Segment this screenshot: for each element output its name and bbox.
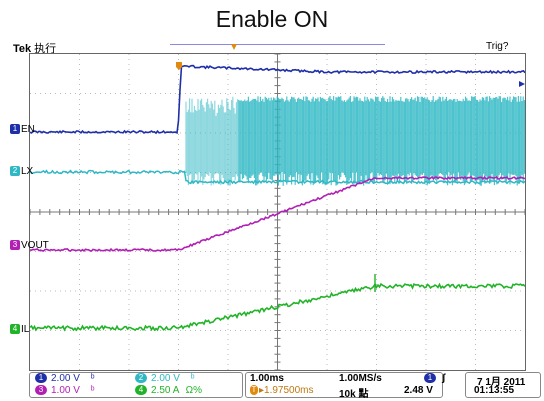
ch1-scale: 1 2.00 V ᵇ <box>35 373 94 384</box>
channel-1-icon: 1 <box>10 124 20 135</box>
ch4-badge-icon: 4 <box>135 385 147 396</box>
channel-1-label: EN <box>21 124 35 135</box>
channel-1-marker: 1 EN <box>10 124 35 135</box>
ch2-bw-icon: ᵇ <box>190 373 195 384</box>
trigger-offset-icon: T <box>250 385 258 396</box>
ch4-scale: 4 2.50 A Ω% <box>135 385 202 396</box>
trace-lx <box>30 169 525 185</box>
trigger-point-icon <box>176 62 182 70</box>
channel-3-marker: 3 VOUT <box>10 240 49 251</box>
channel-3-icon: 3 <box>10 240 20 251</box>
vertical-settings-box <box>29 372 243 398</box>
ch2-scale: 2 2.00 V ᵇ <box>135 373 194 384</box>
sample-rate: 1.00MS/s <box>339 373 382 384</box>
channel-2-marker: 2 LX <box>10 166 33 177</box>
status-bar: 1 2.00 V ᵇ 2 2.00 V ᵇ 3 1.00 V ᵇ 4 2.50 A Ω%… <box>29 372 541 400</box>
ch1-bw-icon: ᵇ <box>90 373 95 384</box>
date: 7 1月 2011 <box>477 377 526 388</box>
trigger-level-icon <box>519 81 525 87</box>
horizontal-settings-box <box>245 372 443 398</box>
trace-vout <box>30 175 525 252</box>
channel-2-icon: 2 <box>10 166 20 177</box>
trigger-position-icon <box>231 44 237 50</box>
channel-4-label: IL <box>21 324 30 335</box>
ch2-badge-icon: 2 <box>135 373 147 384</box>
trigger-offset: T ▸1.97500ms <box>250 385 314 396</box>
brand-logo: Tek 执行 <box>13 40 56 56</box>
scope-display <box>29 53 526 371</box>
trigger-level: 2.48 V <box>404 385 433 396</box>
record-length: 10k 點 <box>339 389 369 400</box>
traces <box>30 64 525 332</box>
datetime-box <box>465 372 541 398</box>
page-title: Enable ON <box>215 6 329 32</box>
channel-4-marker: 4 IL <box>10 324 29 335</box>
run-state: 执行 <box>34 43 57 55</box>
trace-il <box>30 282 525 332</box>
channel-3-label: VOUT <box>21 240 49 251</box>
channel-2-label: LX <box>21 166 34 177</box>
waveform-canvas <box>30 54 525 370</box>
trace-lx-switching <box>185 96 525 186</box>
ch3-badge-icon: 3 <box>35 385 47 396</box>
time: 01:13:55 <box>474 385 515 396</box>
trigger-source-icon: 1 <box>424 373 436 384</box>
ch3-scale: 3 1.00 V ᵇ <box>35 385 94 396</box>
record-view-bar <box>170 44 385 45</box>
trigger-status: Trig? <box>486 41 509 52</box>
timebase: 1.00ms <box>250 373 284 384</box>
trace-en <box>30 64 525 135</box>
channel-4-icon: 4 <box>10 324 20 335</box>
brand-text: Tek <box>13 43 32 55</box>
ch3-bw-icon: ᵇ <box>90 385 95 396</box>
rising-edge-icon: ʃ <box>442 373 446 384</box>
ch1-badge-icon: 1 <box>35 373 47 384</box>
